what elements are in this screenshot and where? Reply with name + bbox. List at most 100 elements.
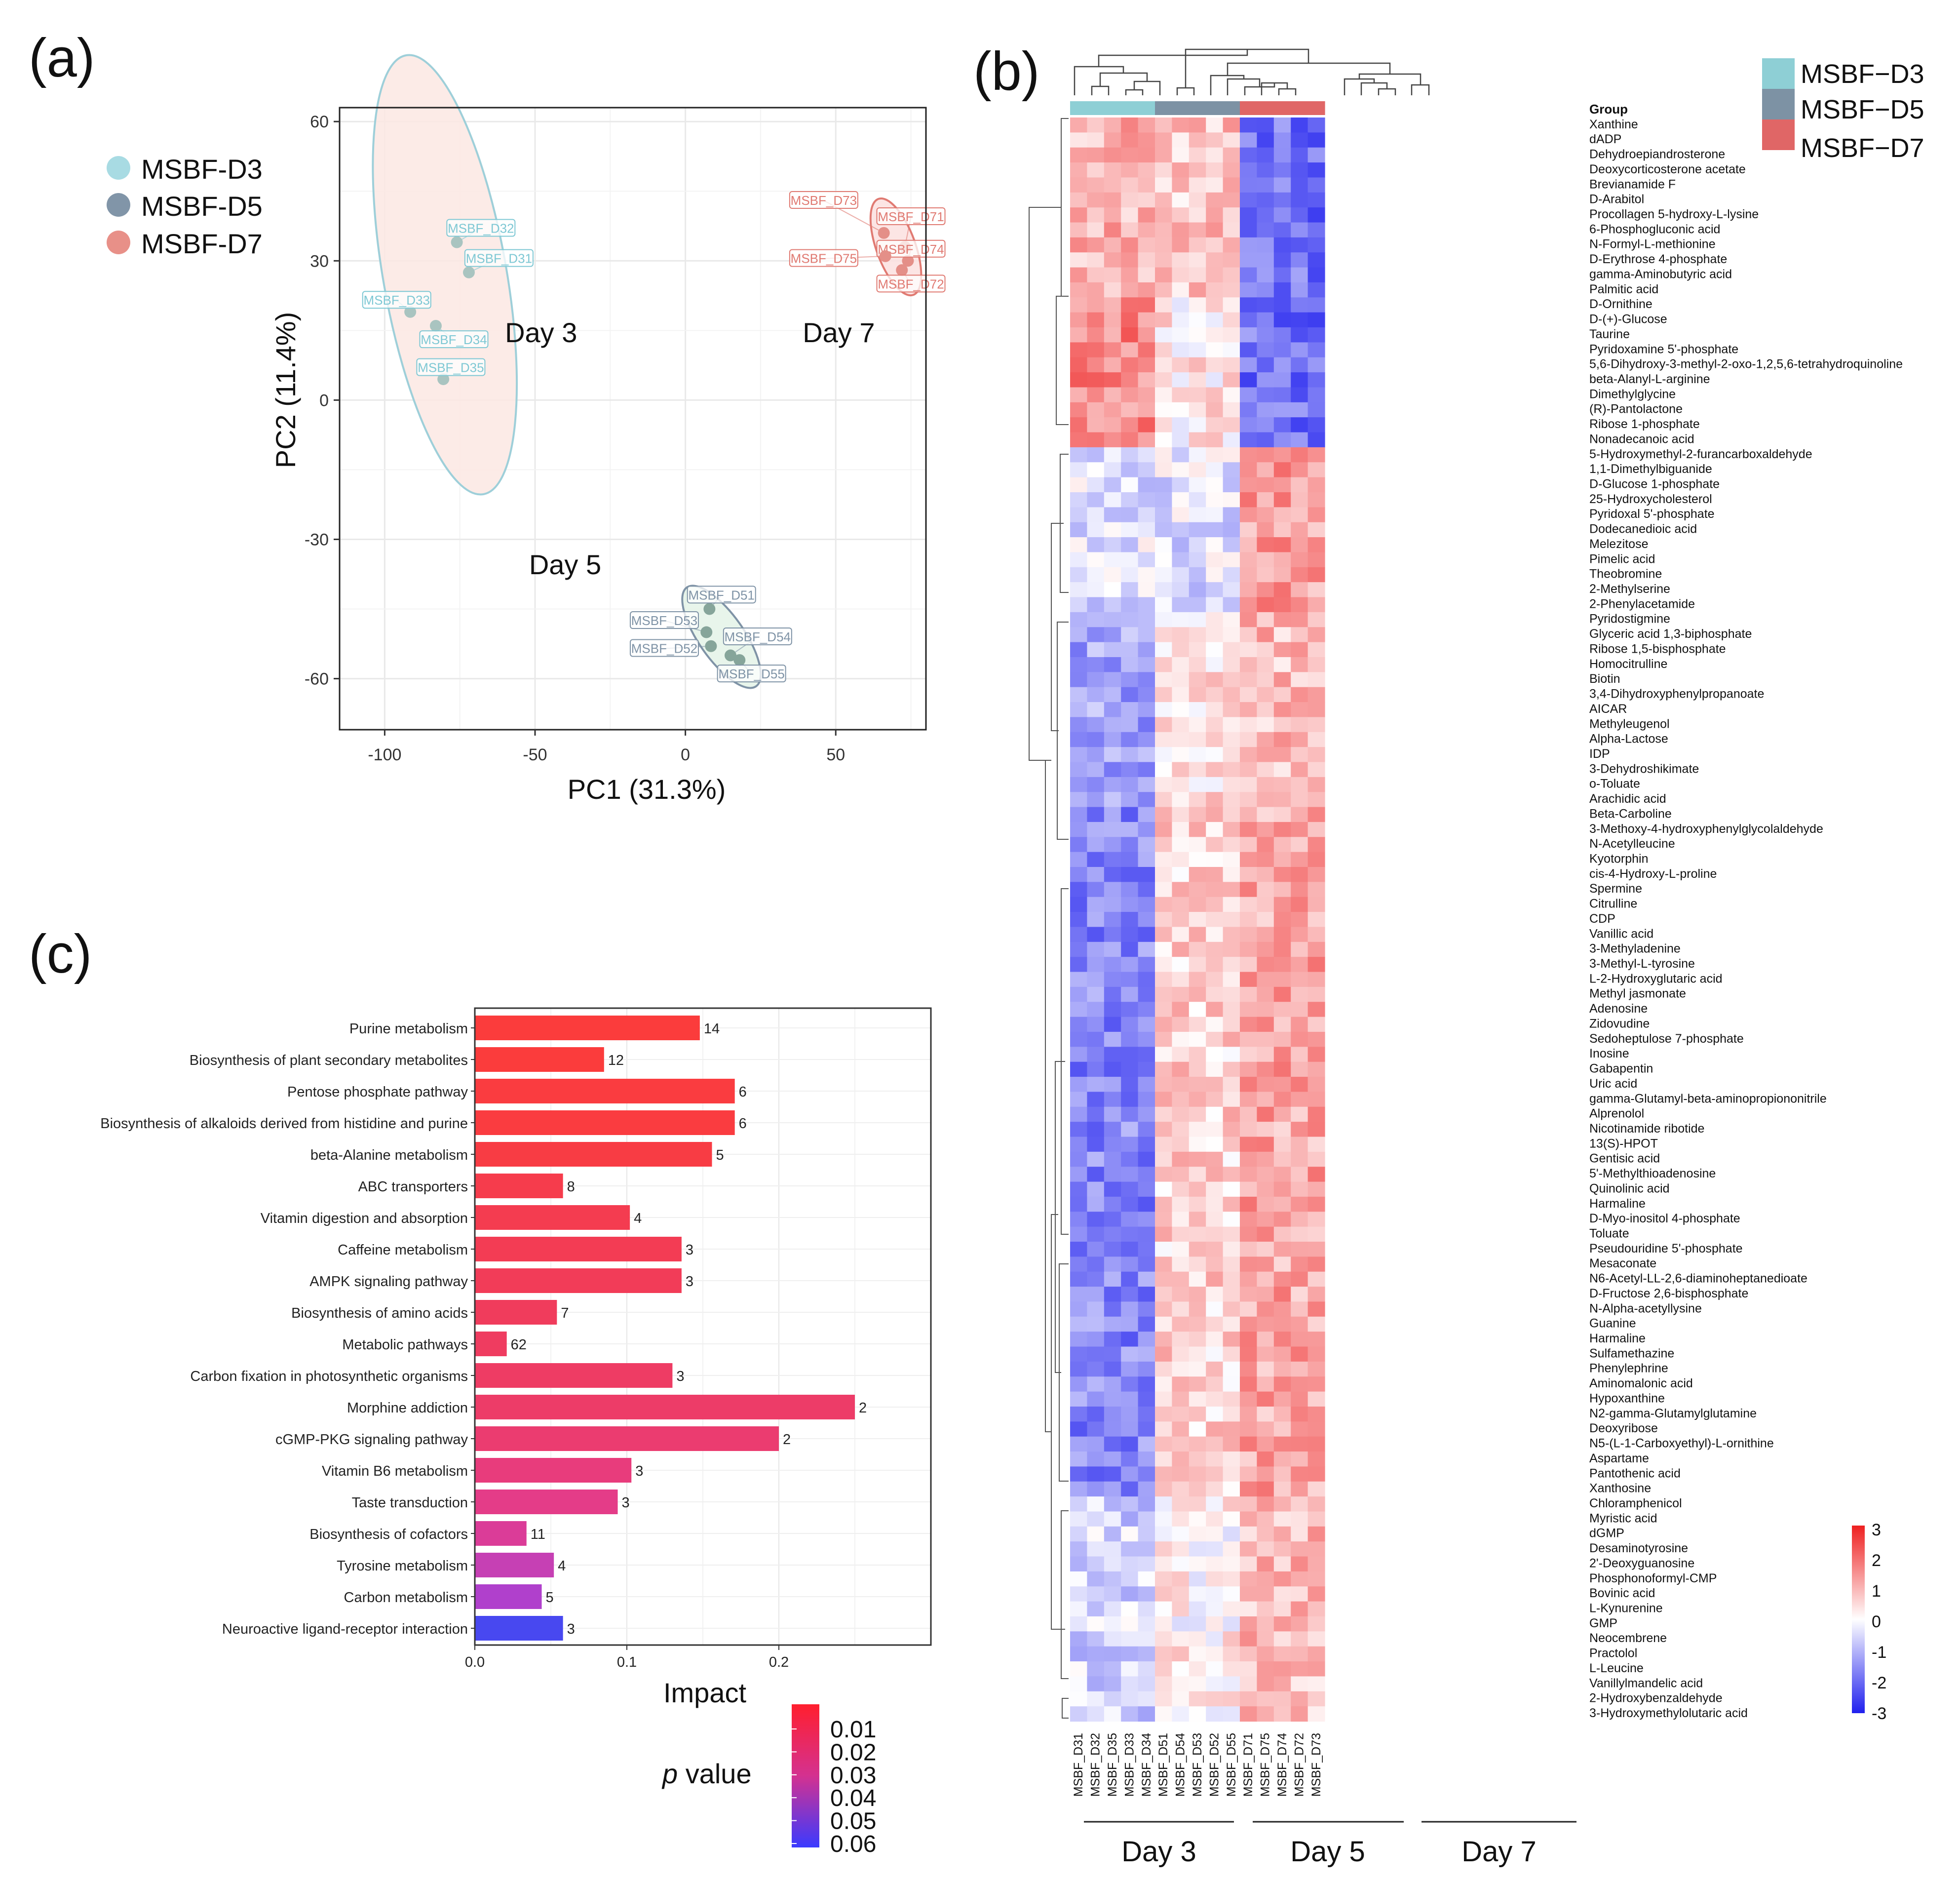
heatmap-cell (1155, 537, 1172, 553)
heatmap-cell (1307, 177, 1325, 193)
heatmap-cell (1307, 282, 1325, 298)
heatmap-cell (1189, 507, 1206, 523)
heatmap-cell (1206, 192, 1224, 208)
heatmap-cell (1273, 522, 1291, 538)
heatmap-cell (1257, 552, 1274, 568)
heatmap-cell (1206, 927, 1224, 942)
pca-point-label: MSBF_D31 (466, 251, 532, 266)
heatmap-cell (1121, 1271, 1139, 1287)
heatmap-cell (1273, 597, 1291, 613)
heatmap-cell (1206, 1646, 1224, 1662)
heatmap-cell (1121, 642, 1139, 658)
heatmap-cell (1138, 1316, 1155, 1332)
heatmap-cell (1307, 582, 1325, 598)
bar (475, 1553, 554, 1577)
heatmap-cell (1155, 1151, 1172, 1167)
heatmap-cell (1257, 597, 1274, 613)
heatmap-cell (1121, 672, 1139, 688)
heatmap-cell (1291, 807, 1308, 823)
heatmap-cell (1307, 777, 1325, 792)
heatmap-cell (1291, 177, 1308, 193)
heatmap-cell (1104, 1316, 1121, 1332)
bar (475, 1268, 682, 1293)
heatmap-cell (1223, 507, 1240, 523)
heatmap-cell (1291, 747, 1308, 763)
heatmap-cell (1240, 867, 1257, 882)
heatmap-cell (1121, 1092, 1139, 1107)
heatmap-cell (1291, 1571, 1308, 1587)
heatmap-cell (1206, 1212, 1224, 1227)
heatmap-row-label: N5-(L-1-Carboxyethyl)-L-ornithine (1589, 1437, 1774, 1451)
heatmap-cell (1121, 1122, 1139, 1138)
bar (475, 1237, 682, 1261)
heatmap-cell (1257, 462, 1274, 478)
heatmap-cell (1240, 282, 1257, 298)
heatmap-cell (1257, 567, 1274, 583)
heatmap-cell (1172, 1332, 1190, 1347)
heatmap-cell (1104, 1496, 1121, 1512)
heatmap-cell (1291, 1122, 1308, 1138)
heatmap-cell (1138, 1137, 1155, 1152)
heatmap-cell (1257, 237, 1274, 253)
heatmap-cell (1155, 1061, 1172, 1077)
heatmap-row-label: 13(S)-HPOT (1589, 1137, 1658, 1150)
heatmap-cell (1138, 1301, 1155, 1317)
heatmap-cell (1087, 162, 1105, 178)
heatmap-cell (1273, 582, 1291, 598)
heatmap-cell (1240, 118, 1257, 133)
heatmap-cell (1104, 867, 1121, 882)
heatmap-cell (1070, 417, 1087, 433)
heatmap-cell (1223, 312, 1240, 328)
heatmap-cell (1138, 1421, 1155, 1437)
pca-y-tick-label: -30 (305, 530, 329, 549)
heatmap-cell (1121, 1167, 1139, 1182)
heatmap-cell (1087, 207, 1105, 223)
heatmap-colorbar-tick-label: -2 (1872, 1674, 1886, 1692)
heatmap-cell (1138, 747, 1155, 763)
heatmap-cell (1240, 1541, 1257, 1557)
heatmap-cell (1172, 1346, 1190, 1362)
heatmap-cell (1138, 327, 1155, 343)
heatmap-cell (1087, 612, 1105, 628)
heatmap-cell (1155, 192, 1172, 208)
heatmap-cell (1307, 927, 1325, 942)
heatmap-cell (1206, 1061, 1224, 1077)
heatmap-cell (1189, 1526, 1206, 1542)
heatmap-cell (1104, 282, 1121, 298)
heatmap-cell (1070, 1571, 1087, 1587)
heatmap-cell (1291, 537, 1308, 553)
heatmap-cell (1121, 1346, 1139, 1362)
heatmap-cell (1104, 762, 1121, 778)
heatmap-cell (1307, 1061, 1325, 1077)
heatmap-cell (1206, 1047, 1224, 1062)
heatmap-cell (1155, 882, 1172, 898)
heatmap-cell (1070, 1137, 1087, 1152)
heatmap-cell (1189, 432, 1206, 448)
heatmap-cell (1121, 492, 1139, 508)
heatmap-cell (1273, 1451, 1291, 1467)
heatmap-cell (1223, 792, 1240, 808)
heatmap-cell (1155, 927, 1172, 942)
heatmap-cell (1070, 672, 1087, 688)
pca-point-label-box (416, 358, 486, 376)
heatmap-cell (1104, 1122, 1121, 1138)
heatmap-cell (1070, 132, 1087, 148)
heatmap-cell (1291, 1047, 1308, 1062)
heatmap-cell (1240, 162, 1257, 178)
heatmap-cell (1138, 972, 1155, 987)
heatmap-cell (1172, 822, 1190, 837)
heatmap-cell (1104, 912, 1121, 928)
heatmap-cell (1189, 1316, 1206, 1332)
heatmap-cell (1206, 1601, 1224, 1617)
heatmap-cell (1273, 1511, 1291, 1527)
heatmap-cell (1223, 447, 1240, 463)
heatmap-cell (1273, 477, 1291, 493)
heatmap-cell (1070, 162, 1087, 178)
heatmap-row-label: Harmaline (1589, 1332, 1646, 1345)
heatmap-row-label: Brevianamide F (1589, 177, 1676, 191)
heatmap-cell (1155, 1092, 1172, 1107)
heatmap-cell (1138, 867, 1155, 882)
pca-point-label-box (629, 639, 699, 657)
heatmap-cell (1138, 1031, 1155, 1047)
heatmap-cell (1240, 1212, 1257, 1227)
